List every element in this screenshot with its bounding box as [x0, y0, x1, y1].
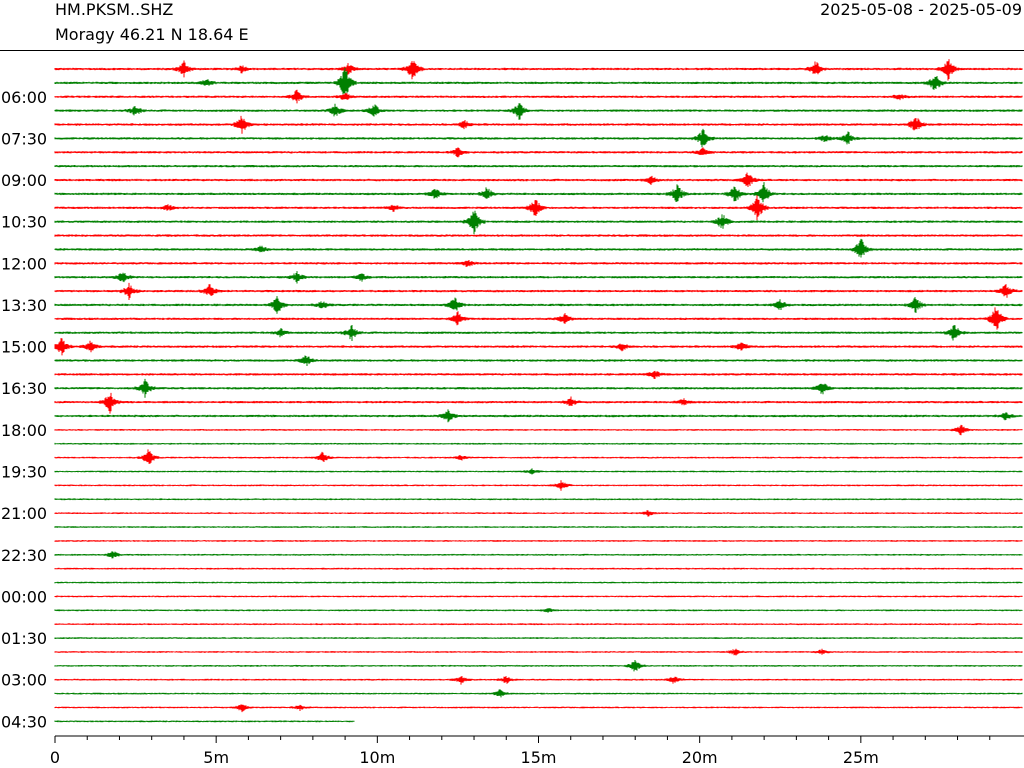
trace-row-36	[54, 567, 1023, 570]
trace-row-25	[54, 409, 1023, 423]
trace-row-1	[54, 67, 1023, 98]
trace-row-27	[54, 442, 1023, 445]
trace-row-35	[54, 551, 1023, 559]
y-tick-label: 16:30	[1, 379, 47, 398]
trace-row-0	[54, 59, 1023, 81]
y-tick-label: 00:00	[1, 587, 47, 606]
trace-row-45	[54, 689, 1023, 698]
trace-row-42	[54, 648, 1023, 656]
y-tick-label: 06:00	[1, 88, 47, 107]
trace-row-5	[54, 128, 1023, 148]
trace-row-33	[54, 526, 1023, 528]
trace-row-3	[54, 103, 1023, 120]
x-tick-label: 5m	[203, 748, 229, 767]
x-tick-label: 0	[50, 748, 60, 767]
trace-row-26	[54, 424, 1023, 436]
trace-row-30	[54, 480, 1023, 491]
station-code: HM.PKSM..SHZ	[55, 0, 174, 19]
x-tick-label: 10m	[359, 748, 395, 767]
trace-row-28	[54, 449, 1023, 464]
trace-row-20	[54, 338, 1023, 356]
trace-row-11	[54, 210, 1023, 235]
y-tick-label: 19:30	[1, 463, 47, 482]
trace-row-47	[54, 720, 355, 723]
trace-row-24	[54, 392, 1023, 414]
x-tick-label: 25m	[843, 748, 879, 767]
trace-row-16	[54, 282, 1023, 300]
y-tick-label: 12:00	[1, 254, 47, 273]
trace-row-10	[54, 195, 1023, 221]
x-axis: 0 5m 10m 15m 20m 25m	[50, 735, 1024, 767]
y-tick-label: 01:30	[1, 629, 47, 648]
trace-row-6	[54, 147, 1023, 158]
trace-row-17	[54, 296, 1023, 314]
trace-row-9	[54, 182, 1023, 203]
trace-row-22	[54, 370, 1023, 379]
trace-row-40	[54, 623, 1023, 626]
trace-row-37	[54, 581, 1023, 584]
station-location: Moragy 46.21 N 18.64 E	[55, 25, 249, 44]
y-tick-label: 09:00	[1, 171, 47, 190]
trace-row-8	[54, 172, 1023, 187]
trace-row-29	[54, 468, 1023, 475]
x-tick-label: 15m	[521, 748, 557, 767]
trace-row-31	[54, 498, 1023, 501]
trace-row-23	[54, 378, 1023, 398]
trace-row-43	[54, 660, 1023, 672]
trace-rows	[54, 59, 1023, 723]
trace-row-13	[54, 238, 1023, 258]
trace-row-32	[54, 510, 1023, 517]
trace-row-4	[54, 115, 1023, 134]
trace-row-21	[54, 355, 1023, 366]
y-tick-label: 13:30	[1, 296, 47, 315]
trace-row-2	[54, 89, 1023, 104]
date-range: 2025-05-08 - 2025-05-09	[820, 0, 1022, 19]
trace-row-39	[54, 608, 1023, 613]
trace-row-15	[54, 271, 1023, 284]
trace-row-46	[54, 704, 1023, 713]
y-tick-label: 10:30	[1, 213, 47, 232]
header-divider	[0, 50, 1024, 51]
trace-row-14	[54, 260, 1023, 267]
y-tick-label: 18:00	[1, 421, 47, 440]
y-tick-label: 22:30	[1, 546, 47, 565]
trace-row-12	[54, 234, 1023, 237]
trace-row-41	[54, 637, 1023, 639]
trace-row-19	[54, 325, 1023, 341]
x-tick-label: 20m	[682, 748, 718, 767]
y-tick-label: 07:30	[1, 129, 47, 148]
trace-row-18	[54, 307, 1023, 330]
y-tick-label: 21:00	[1, 504, 47, 523]
y-axis-labels: 06:00 07:30 09:00 10:30 12:00 13:30 15:00 16:30…	[1, 88, 47, 732]
trace-row-44	[54, 676, 1023, 685]
y-tick-label: 15:00	[1, 338, 47, 357]
trace-row-7	[54, 165, 1023, 168]
y-tick-label: 04:30	[1, 712, 47, 731]
y-tick-label: 03:00	[1, 671, 47, 690]
trace-row-38	[54, 595, 1023, 598]
trace-row-34	[54, 540, 1023, 542]
